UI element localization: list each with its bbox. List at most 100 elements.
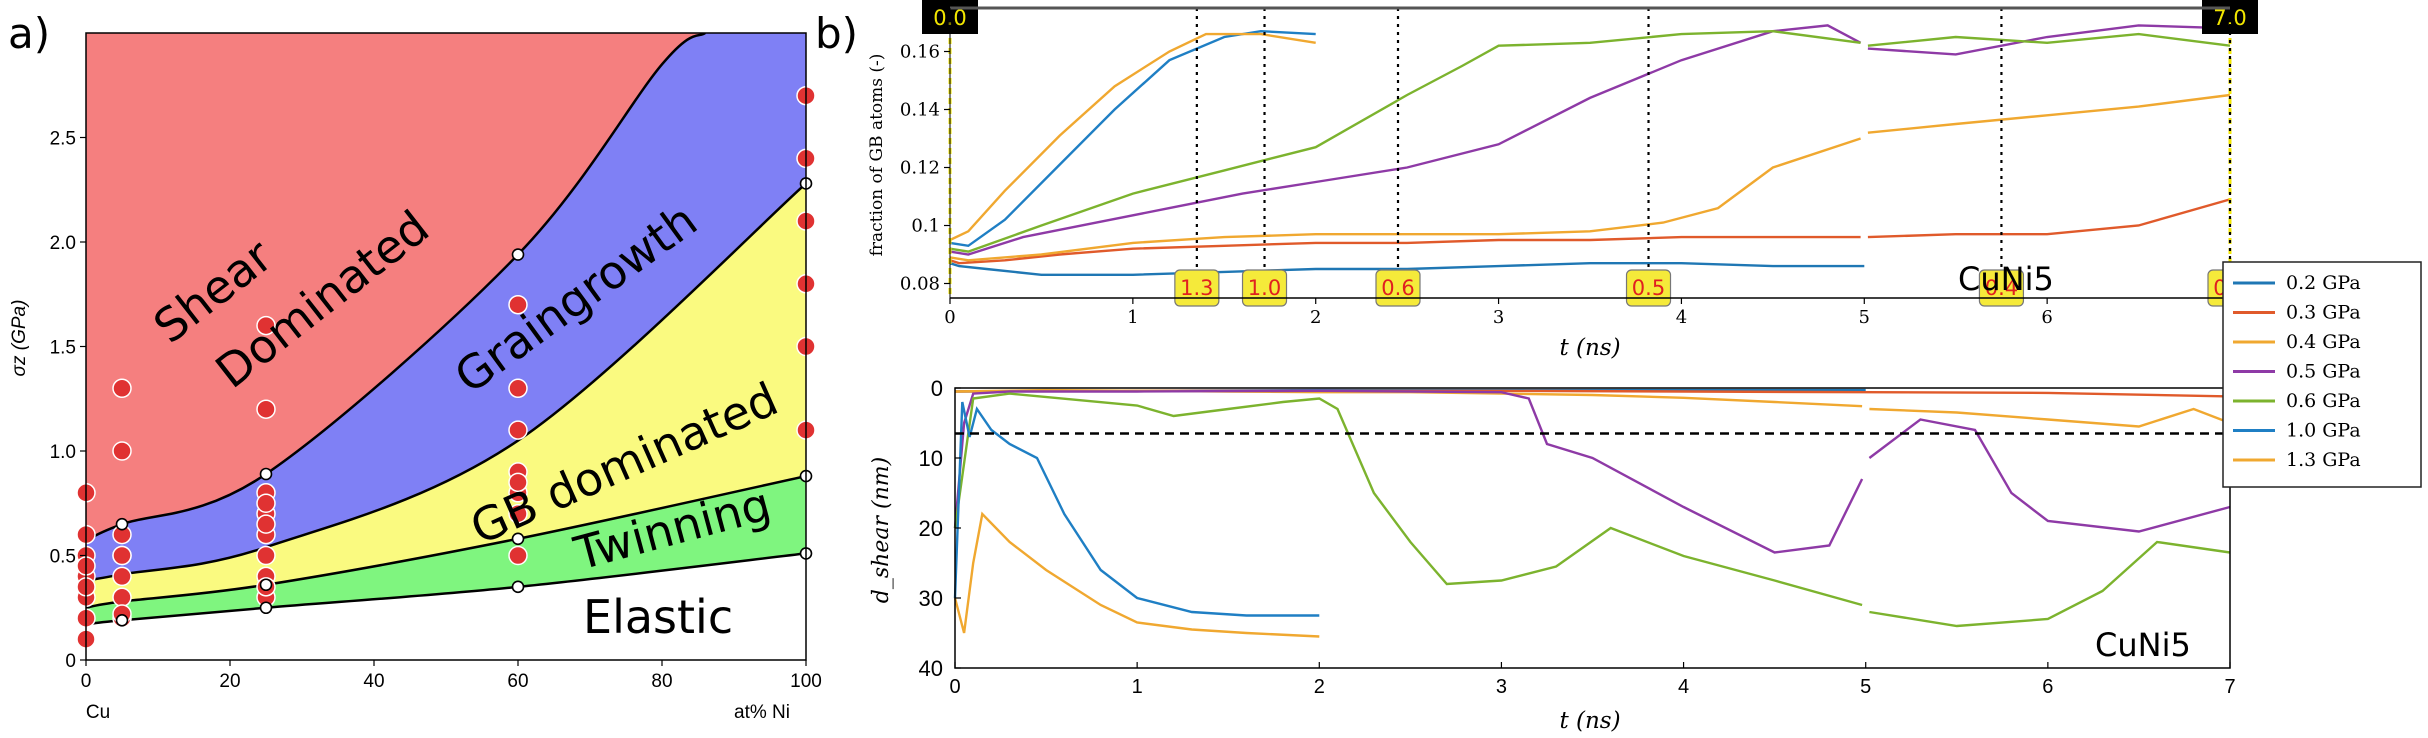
series-0-2-GPa: [949, 262, 1865, 276]
boundary-marker: [259, 467, 273, 481]
sim-point: [508, 472, 528, 493]
shear-depth-chart: 0 1 2 3 4 5 6 7 0 10 20 30 40 d_shear (nm) t (ns) CuNi5: [869, 376, 2236, 734]
x-tick-label: 40: [363, 671, 384, 692]
sim-point: [508, 420, 528, 440]
region-label-elastic: Elastic: [583, 590, 733, 644]
legend-label: 1.0 GPa: [2286, 420, 2361, 442]
series-0-4-GPa: [949, 93, 2231, 262]
x-tick-label: 2: [1314, 676, 1325, 698]
event-badge-label: 0.4: [1985, 276, 2018, 300]
y-axis-title: fraction of GB atoms (-): [867, 54, 887, 257]
x-tick-label: 6: [2041, 307, 2052, 328]
boundary-marker: [259, 578, 273, 592]
y-tick-label: 0: [931, 376, 943, 401]
chart-label-cuni5: CuNi5: [1958, 260, 2054, 298]
y-tick-label: 0.16: [900, 42, 940, 63]
series-0-6-GPa: [949, 29, 2231, 253]
series-1-3-GPa: [949, 32, 1316, 242]
boundary-marker: [511, 580, 525, 594]
boundary-marker: [259, 601, 273, 615]
panel-b-label: b): [815, 9, 858, 58]
x-tick-label: 5: [1859, 307, 1870, 328]
event-badge-label: 0.5: [1632, 276, 1665, 300]
series-0-3-GPa: [949, 198, 2231, 265]
x-tick-label: 7: [2224, 676, 2235, 698]
x-axis-title: t (ns): [1559, 335, 1620, 361]
chart-label-cuni5: CuNi5: [2095, 626, 2191, 664]
legend-label: 0.2 GPa: [2286, 272, 2361, 294]
sim-point: [256, 493, 276, 513]
y-tick-label: 0.12: [900, 158, 940, 179]
legend-label: 0.4 GPa: [2286, 331, 2361, 353]
boundary-marker: [511, 248, 525, 261]
series-1-3-GPa: [953, 511, 1320, 638]
x-tick-label: 3: [1496, 676, 1507, 698]
y-tick-label: 20: [919, 516, 943, 541]
legend-label: 0.6 GPa: [2286, 390, 2361, 412]
y-tick-label: 2.5: [50, 129, 76, 150]
sim-point: [508, 378, 528, 399]
x-tick-label: 60: [507, 671, 528, 692]
y-axis-title: σz (GPa): [9, 300, 30, 377]
x-tick-label: 3: [1493, 307, 1504, 328]
sim-point: [508, 545, 528, 566]
event-badge: [1625, 269, 1672, 307]
x-tick-label: 1: [1132, 676, 1143, 698]
y-axis-title: d_shear (nm): [869, 457, 894, 603]
x-tick-label: 80: [651, 671, 672, 692]
event-badge-label: 1.3: [1180, 276, 1213, 300]
series-0-5-GPa: [953, 389, 2231, 554]
y-tick-label: 0.08: [900, 274, 940, 295]
boundary-marker: [115, 613, 129, 627]
y-tick-label: 1.5: [50, 338, 76, 359]
x-tick-label: 4: [1676, 307, 1687, 328]
y-tick-label: 1.0: [50, 442, 76, 463]
series-0-6-GPa: [953, 392, 2231, 628]
event-badge: [1174, 269, 1220, 307]
legend-label: 0.5 GPa: [2286, 361, 2361, 383]
x-tick-label: 4: [1678, 676, 1689, 698]
boundary-graingrowth-shear: [86, 33, 706, 543]
x-tick-label: 5: [1860, 676, 1871, 698]
sim-point: [256, 315, 276, 336]
event-badge: [1375, 269, 1421, 307]
y-tick-label: 40: [919, 656, 943, 681]
series-1-0-GPa: [949, 29, 1316, 248]
x-tick-label: 1: [1127, 307, 1138, 328]
sim-point: [112, 378, 132, 399]
plot-frame-b: [954, 387, 2231, 669]
x-axis-title: at% Ni: [734, 702, 790, 723]
sim-point: [508, 503, 528, 524]
event-badge: [1241, 269, 1288, 307]
y-tick-label: 10: [919, 446, 943, 471]
sim-point: [112, 545, 132, 566]
y-tick-label: 0.14: [900, 100, 940, 121]
legend-frame: [2222, 261, 2422, 488]
y-tick-label: 0.1: [911, 216, 940, 237]
boundary-marker: [115, 517, 129, 531]
sim-point: [112, 587, 132, 608]
panel-a-label: a): [8, 9, 50, 58]
x-tick-label: 0: [81, 671, 92, 692]
event-badge-label: 1.0: [1248, 276, 1281, 300]
y-tick-label: 0: [65, 651, 76, 672]
x-tick-label: 20: [219, 671, 240, 692]
y-tick-label: 2.0: [50, 233, 76, 254]
event-badge-label: 0.6: [1381, 276, 1414, 300]
x-left-label: Cu: [86, 702, 110, 723]
sim-point: [256, 399, 276, 419]
legend-label: 1.3 GPa: [2286, 449, 2361, 471]
x-tick-label: 6: [2042, 676, 2053, 698]
gb-fraction-chart: 0.07.01.31.00.60.50.40.3 01234560.080.10…: [867, 0, 2258, 361]
series-0-5-GPa: [949, 24, 2231, 256]
legend-label: 0.3 GPa: [2286, 302, 2361, 324]
boundary-marker: [511, 532, 525, 546]
y-tick-label: 30: [919, 586, 943, 611]
series-1-0-GPa: [953, 401, 1320, 617]
x-tick-label: 0: [944, 307, 955, 328]
sim-point: [256, 514, 276, 534]
event-badge: [1978, 269, 2025, 307]
sim-point: [112, 566, 132, 587]
